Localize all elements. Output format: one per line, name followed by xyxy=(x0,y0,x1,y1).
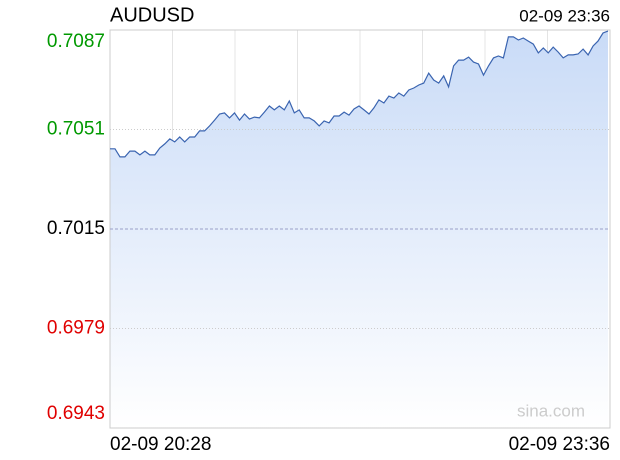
y-tick-label: 0.6979 xyxy=(47,318,105,339)
area xyxy=(110,31,608,428)
y-tick-label: 0.7015 xyxy=(47,218,105,239)
y-tick-label: 0.7051 xyxy=(47,119,105,140)
chart-title: AUDUSD xyxy=(110,4,194,26)
time-label: 02-09 23:36 xyxy=(519,6,610,25)
x-tick-label: 02-09 23:36 xyxy=(509,434,610,455)
y-tick-label: 0.6943 xyxy=(47,403,105,424)
y-tick-label: 0.7087 xyxy=(47,31,105,52)
price-line xyxy=(110,30,609,158)
watermark: sina.com xyxy=(517,401,585,420)
x-tick-label: 02-09 20:28 xyxy=(110,434,211,455)
